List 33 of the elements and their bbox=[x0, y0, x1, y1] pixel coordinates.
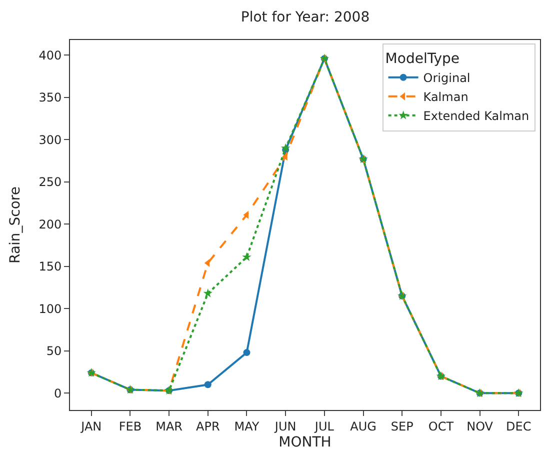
x-tick-label: JUN bbox=[274, 419, 296, 434]
y-tick-label: 300 bbox=[38, 132, 62, 147]
y-axis-title: Rain_Score bbox=[7, 186, 24, 264]
point bbox=[204, 381, 212, 388]
x-tick-label: APR bbox=[196, 419, 220, 434]
x-tick-label: JUL bbox=[314, 419, 334, 434]
point bbox=[243, 349, 250, 356]
legend-label: Original bbox=[423, 71, 470, 86]
x-tick-label: SEP bbox=[390, 419, 414, 434]
x-tick-label: FEB bbox=[118, 419, 142, 434]
y-tick-label: 150 bbox=[38, 260, 62, 274]
x-tick-label: NOV bbox=[466, 419, 494, 434]
x-tick-label: MAY bbox=[234, 419, 260, 434]
y-tick-label: 50 bbox=[46, 344, 62, 358]
x-tick-label: AUG bbox=[350, 419, 376, 434]
x-tick-label: JAN bbox=[80, 419, 102, 434]
legend-label: Extended Kalman bbox=[423, 109, 530, 124]
y-tick-label: 350 bbox=[38, 90, 62, 105]
legend-title: ModelType bbox=[385, 50, 460, 67]
y-tick-label: 250 bbox=[38, 175, 62, 190]
point bbox=[242, 252, 252, 262]
point bbox=[203, 288, 213, 298]
point bbox=[280, 143, 290, 152]
x-tick-label: MAR bbox=[156, 419, 183, 434]
y-tick-label: 200 bbox=[38, 217, 62, 232]
y-tick-label: 0 bbox=[54, 386, 62, 400]
y-tick-label: 100 bbox=[38, 302, 62, 316]
legend-label: Kalman bbox=[423, 90, 468, 104]
x-axis-title: MONTH bbox=[278, 434, 332, 451]
x-tick-label: OCT bbox=[428, 419, 454, 434]
x-tick-label: DEC bbox=[506, 419, 532, 434]
chart-title: Plot for Year: 2008 bbox=[240, 10, 370, 26]
y-tick-label: 400 bbox=[38, 48, 62, 62]
